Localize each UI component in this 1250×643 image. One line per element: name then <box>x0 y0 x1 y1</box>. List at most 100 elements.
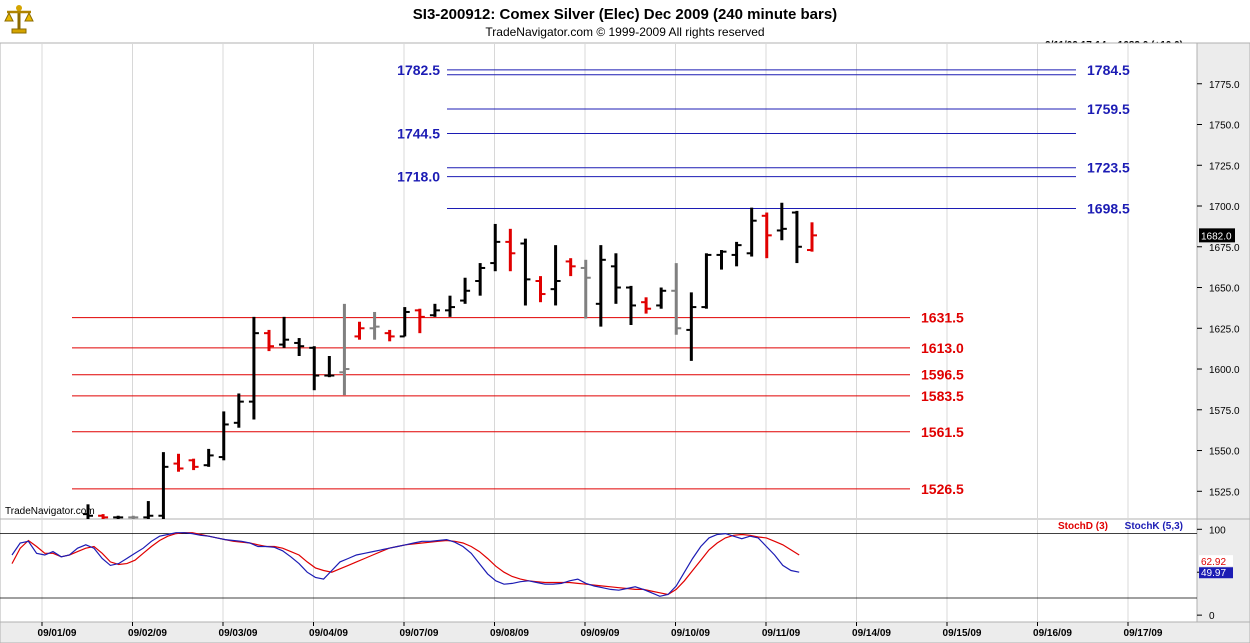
ohlc-bar <box>218 411 229 461</box>
date-tick-label: 09/01/09 <box>38 628 77 639</box>
ohlc-bar <box>565 258 576 277</box>
ohlc-bar <box>475 263 486 296</box>
ohlc-bar <box>309 346 320 391</box>
price-tick-label: 1675.0 <box>1209 243 1240 254</box>
resistance-label-left: 1744.5 <box>397 125 440 141</box>
stoch-k-line <box>11 532 800 597</box>
resistance-label-right: 1784.5 <box>1087 62 1130 78</box>
ohlc-bar <box>746 207 757 257</box>
stoch-tick-label: 100 <box>1209 525 1226 536</box>
price-panel <box>0 42 1198 520</box>
stoch-k-legend: StochK (5,3) <box>1125 521 1183 532</box>
price-tick-label: 1550.0 <box>1209 447 1240 458</box>
stoch-k-value: 49.97 <box>1201 568 1226 579</box>
ohlc-bar <box>716 250 727 270</box>
ohlc-bar <box>98 514 109 519</box>
support-label: 1526.5 <box>921 481 964 497</box>
date-tick-label: 09/15/09 <box>943 628 982 639</box>
price-tick-label: 1650.0 <box>1209 284 1240 295</box>
stoch-k-value-box <box>1199 567 1233 579</box>
ohlc-bar <box>641 297 652 314</box>
ohlc-bar <box>701 253 712 309</box>
ohlc-bar <box>791 210 802 264</box>
stoch-d-value: 62.92 <box>1201 557 1226 568</box>
resistance-label-right: 1759.5 <box>1087 101 1130 117</box>
ohlc-bar <box>807 222 817 252</box>
resistance-label-left: 1718.0 <box>397 169 440 185</box>
ohlc-bar <box>233 393 244 428</box>
price-tick-label: 1600.0 <box>1209 365 1240 376</box>
resistance-label-right: 1698.5 <box>1087 200 1130 216</box>
date-tick-label: 09/10/09 <box>671 628 710 639</box>
ohlc-bar <box>520 238 531 306</box>
ohlc-bar <box>279 316 290 348</box>
ohlc-bar <box>550 245 561 306</box>
support-label: 1613.0 <box>921 340 964 356</box>
resistance-label-left: 1782.5 <box>397 62 440 78</box>
date-axis <box>0 621 1250 643</box>
ohlc-bar <box>671 263 682 335</box>
date-tick-label: 09/17/09 <box>1124 628 1163 639</box>
ohlc-bar <box>188 458 199 471</box>
ohlc-bar <box>656 287 667 309</box>
date-tick-label: 09/03/09 <box>219 628 258 639</box>
last-price-box <box>1199 228 1235 243</box>
stochastic-panel <box>0 518 1198 623</box>
ohlc-bar <box>580 259 591 319</box>
stoch-d-legend: StochD (3) <box>1058 521 1108 532</box>
ohlc-bar <box>429 303 440 317</box>
date-tick-label: 09/07/09 <box>400 628 439 639</box>
ohlc-bar <box>354 321 365 340</box>
ohlc-bar <box>626 285 636 326</box>
ohlc-bar <box>158 452 169 519</box>
ohlc-bar <box>113 515 124 519</box>
date-tick-label: 09/02/09 <box>128 628 167 639</box>
ohlc-bar <box>294 338 305 356</box>
date-tick-label: 09/04/09 <box>309 628 348 639</box>
stoch-tick-label: 0 <box>1209 611 1215 622</box>
scales-logo-icon[interactable] <box>3 3 35 35</box>
ohlc-bar <box>686 292 697 361</box>
date-tick-label: 09/14/09 <box>852 628 891 639</box>
ohlc-bar <box>369 311 380 340</box>
ohlc-bar <box>173 453 184 472</box>
ohlc-bar <box>490 223 501 272</box>
support-label: 1583.5 <box>921 388 964 404</box>
ohlc-bar <box>460 277 471 304</box>
support-label: 1561.5 <box>921 424 964 440</box>
date-tick-label: 09/08/09 <box>490 628 529 639</box>
stoch-d-value-box <box>1199 555 1233 567</box>
ohlc-bar <box>143 501 154 519</box>
price-tick-label: 1575.0 <box>1209 406 1240 417</box>
support-label: 1596.5 <box>921 367 964 383</box>
ohlc-bar <box>761 212 772 259</box>
date-tick-label: 09/16/09 <box>1033 628 1072 639</box>
ohlc-bar <box>505 228 516 272</box>
date-tick-label: 09/11/09 <box>762 628 801 639</box>
date-tick-label: 09/09/09 <box>581 628 620 639</box>
ohlc-bar <box>203 448 214 467</box>
ohlc-bar <box>264 329 274 352</box>
ohlc-bar <box>595 245 606 327</box>
price-tick-label: 1525.0 <box>1209 487 1240 498</box>
ohlc-bar <box>83 504 93 519</box>
ohlc-bar <box>399 307 410 338</box>
ohlc-bar <box>248 316 259 420</box>
ohlc-bar <box>128 515 139 519</box>
ohlc-bar <box>324 355 335 378</box>
ohlc-bar <box>535 276 546 303</box>
ohlc-bar <box>445 295 455 317</box>
price-tick-label: 1725.0 <box>1209 161 1240 172</box>
ohlc-bar <box>610 253 621 304</box>
ohlc-bar <box>339 303 350 396</box>
price-tick-label: 1700.0 <box>1209 202 1240 213</box>
support-label: 1631.5 <box>921 310 964 326</box>
price-tick-label: 1625.0 <box>1209 324 1240 335</box>
ohlc-bar <box>414 308 425 334</box>
resistance-label-right: 1723.5 <box>1087 160 1130 176</box>
price-tick-label: 1750.0 <box>1209 121 1240 132</box>
ohlc-bar <box>731 241 742 267</box>
last-price-label: 1682.0 <box>1201 231 1232 242</box>
ohlc-bar <box>384 329 395 342</box>
